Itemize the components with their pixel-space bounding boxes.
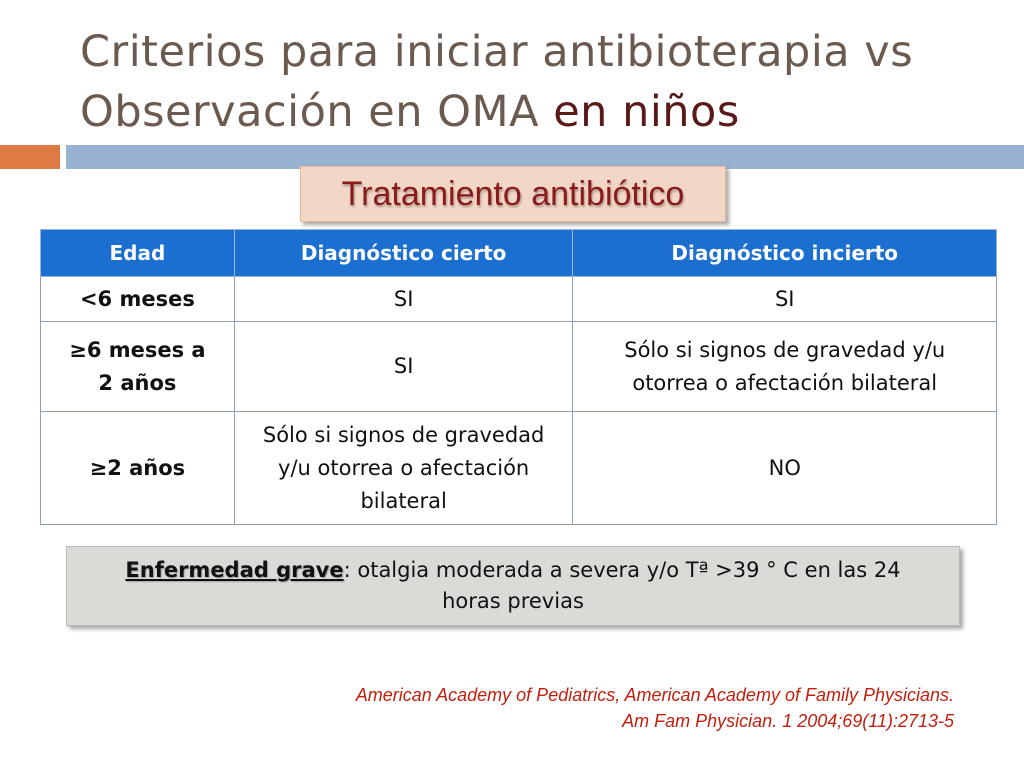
title-line-2: Observación en OMA (80, 87, 554, 137)
reference-line-1: American Academy of Pediatrics, American… (355, 685, 954, 705)
reference-line-2: Am Fam Physician. 1 2004;69(11):2713-5 (622, 711, 954, 731)
uncertain-cell: SI (572, 276, 997, 322)
certain-line-2: y/u otorrea o afectación (278, 455, 530, 480)
table-header-row: Edad Diagnóstico cierto Diagnóstico inci… (40, 229, 997, 277)
certain-cell: SI (233, 321, 574, 412)
criteria-table: Edad Diagnóstico cierto Diagnóstico inci… (40, 229, 997, 525)
uncertain-cell: Sólo si signos de gravedad y/u otorrea o… (572, 321, 997, 412)
age-line-2: 2 años (98, 370, 177, 395)
certain-line-1: Sólo si signos de gravedad (262, 422, 545, 447)
orange-accent-bar (0, 145, 60, 169)
reference-citation: American Academy of Pediatrics, American… (356, 682, 954, 734)
note-text-line-2: horas previas (442, 589, 584, 613)
uncertain-line-1: Sólo si signos de gravedad y/u (624, 337, 946, 362)
subtitle-box: Tratamiento antibiótico (300, 166, 726, 222)
severe-disease-note: Enfermedad grave: otalgia moderada a sev… (66, 546, 960, 626)
table-row: <6 meses SI SI (40, 276, 997, 322)
age-line-1: ≥6 meses a (69, 337, 206, 362)
note-content: Enfermedad grave: otalgia moderada a sev… (125, 555, 900, 617)
age-cell: <6 meses (40, 276, 235, 322)
certain-cell: SI (233, 276, 574, 322)
title-line-1: Criterios para iniciar antibioterapia vs (80, 27, 914, 77)
age-cell: ≥2 años (40, 411, 235, 525)
uncertain-line-2: otorrea o afectación bilateral (632, 370, 938, 395)
certain-cell: Sólo si signos de gravedad y/u otorrea o… (233, 411, 574, 525)
blue-accent-bar (66, 145, 1024, 169)
age-cell: ≥6 meses a 2 años (40, 321, 235, 412)
title-accent: en niños (553, 87, 740, 137)
note-term: Enfermedad grave (125, 558, 344, 582)
table-row: ≥6 meses a 2 años SI Sólo si signos de g… (40, 321, 997, 412)
header-diagnostico-incierto: Diagnóstico incierto (572, 229, 997, 277)
header-diagnostico-cierto: Diagnóstico cierto (233, 229, 574, 277)
certain-line-3: bilateral (360, 488, 447, 513)
slide-title: Criterios para iniciar antibioterapia vs… (80, 22, 1000, 142)
header-edad: Edad (40, 229, 235, 277)
uncertain-cell: NO (572, 411, 997, 525)
subtitle-text: Tratamiento antibiótico (341, 174, 685, 213)
note-text-line-1: : otalgia moderada a severa y/o Tª >39 °… (343, 558, 901, 582)
table-row: ≥2 años Sólo si signos de gravedad y/u o… (40, 411, 997, 525)
